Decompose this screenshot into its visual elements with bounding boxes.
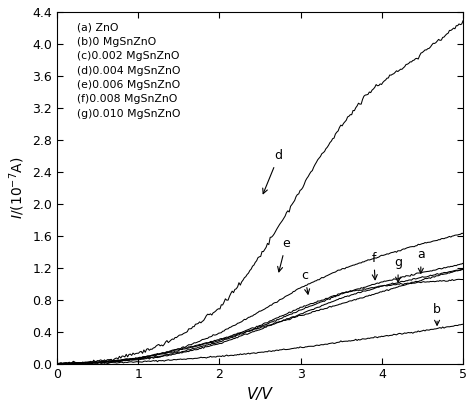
- X-axis label: V/V: V/V: [247, 387, 273, 402]
- Text: (a) ZnO
(b)0 MgSnZnO
(c)0.002 MgSnZnO
(d)0.004 MgSnZnO
(e)0.006 MgSnZnO
(f)0.008: (a) ZnO (b)0 MgSnZnO (c)0.002 MgSnZnO (d…: [77, 22, 181, 119]
- Text: c: c: [301, 269, 310, 294]
- Text: g: g: [394, 256, 402, 282]
- Text: f: f: [372, 252, 377, 280]
- Y-axis label: $I$/(10$^{-7}$A): $I$/(10$^{-7}$A): [7, 157, 27, 219]
- Text: d: d: [263, 149, 283, 193]
- Text: a: a: [417, 248, 425, 273]
- Text: b: b: [433, 303, 441, 325]
- Text: e: e: [278, 237, 290, 272]
